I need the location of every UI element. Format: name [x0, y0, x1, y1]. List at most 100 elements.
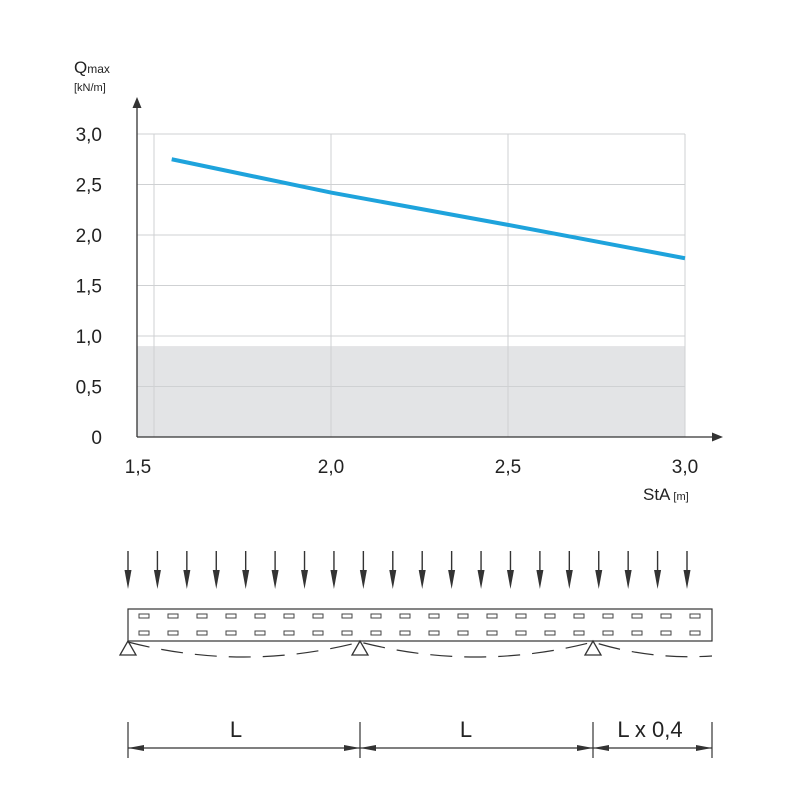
beam-slot [312, 630, 324, 636]
load-arrow-16 [595, 551, 603, 589]
series-line-0 [171, 157, 686, 261]
x-tick-label-2: 2,5 [495, 457, 521, 478]
load-arrow-9 [389, 551, 397, 589]
beam-slot [370, 613, 382, 619]
load-arrow-head [418, 570, 426, 589]
load-arrow-head [595, 570, 603, 589]
load-arrow-head [624, 570, 632, 589]
beam-slot [283, 630, 295, 636]
load-arrow-head [536, 570, 544, 589]
load-arrow-10 [418, 551, 426, 589]
support-2 [583, 639, 603, 656]
load-arrow-head [448, 570, 456, 589]
beam-slot [544, 613, 556, 619]
y-axis-label-sub: max [87, 62, 110, 76]
load-arrow-head [654, 570, 662, 589]
beam-slot [486, 613, 498, 619]
x-tick-label-0: 1,5 [125, 457, 151, 478]
beam-slot [312, 613, 324, 619]
span-label-2: L [460, 717, 472, 742]
x-tick-labels: 1,5 2,0 2,5 3,0 [125, 457, 698, 478]
load-arrow-8 [359, 551, 367, 589]
load-arrow-13 [506, 551, 514, 589]
load-arrow-head [565, 570, 573, 589]
load-arrow-14 [536, 551, 544, 589]
load-arrow-18 [654, 551, 662, 589]
beam-slot [370, 630, 382, 636]
shaded-band [137, 346, 685, 437]
beam-slot [515, 630, 527, 636]
support-0 [118, 639, 138, 656]
span-label-1: L [230, 717, 242, 742]
load-arrow-head [330, 570, 338, 589]
load-arrow-4 [242, 551, 250, 589]
beam-slot [631, 613, 643, 619]
dim-arrow-1b [577, 745, 593, 751]
y-axis-label: Qmax [74, 58, 110, 77]
beam-slot [167, 613, 179, 619]
load-arrow-15 [565, 551, 573, 589]
load-arrow-head [506, 570, 514, 589]
load-arrow-head [153, 570, 161, 589]
x-axis-unit: [m] [673, 491, 688, 503]
load-arrow-head [389, 570, 397, 589]
dimension-lines [127, 722, 713, 758]
beam-slot [341, 630, 353, 636]
y-tick-label-3: 1,5 [76, 277, 102, 298]
load-arrow-head [183, 570, 191, 589]
y-tick-label-4: 2,0 [76, 226, 102, 247]
load-arrow-19 [683, 551, 691, 589]
beam-slot [428, 613, 440, 619]
x-tick-label-3: 3,0 [672, 457, 698, 478]
load-arrow-head [477, 570, 485, 589]
beam-slot [660, 613, 672, 619]
load-arrow-head [301, 570, 309, 589]
y-axis-label-main: Q [74, 58, 87, 77]
y-tick-label-0: 0 [91, 428, 102, 449]
beam-slot [457, 630, 469, 636]
x-axis-arrow [712, 432, 723, 442]
beam-slot [428, 630, 440, 636]
y-tick-label-6: 3,0 [76, 125, 102, 146]
beam-slot [196, 613, 208, 619]
x-tick-label-1: 2,0 [318, 457, 344, 478]
beam-slot [573, 613, 585, 619]
beam-slot [225, 630, 237, 636]
dim-arrow-0a [128, 745, 144, 751]
beam-perforations [138, 613, 701, 636]
y-tick-label-2: 1,0 [76, 327, 102, 348]
beam-slot [167, 630, 179, 636]
deflection-line [127, 641, 713, 658]
load-arrow-17 [624, 551, 632, 589]
load-arrow-head [242, 570, 250, 589]
beam-slot [399, 630, 411, 636]
y-tick-labels: 0 0,5 1,0 1,5 2,0 2,5 3,0 [76, 125, 102, 449]
supports [118, 639, 603, 656]
load-arrow-head [683, 570, 691, 589]
load-arrow-5 [271, 551, 279, 589]
load-arrow-1 [153, 551, 161, 589]
beam-slot [602, 630, 614, 636]
beam-slot [660, 630, 672, 636]
load-arrow-head [124, 570, 132, 589]
dim-arrow-2b [696, 745, 712, 751]
beam-slot [544, 630, 556, 636]
beam-slot [631, 630, 643, 636]
load-arrow-head [359, 570, 367, 589]
beam-slot [225, 613, 237, 619]
x-axis-label: StA [m] [643, 485, 689, 504]
y-axis-unit: [kN/m] [74, 82, 106, 94]
beam-slot [254, 630, 266, 636]
load-arrow-2 [183, 551, 191, 589]
beam-slot [602, 613, 614, 619]
line-chart: 0 0,5 1,0 1,5 2,0 2,5 3,0 1,5 2,0 2,5 3,0 Qmax [k… [74, 58, 723, 504]
beam-slot [254, 613, 266, 619]
dim-arrow-0b [344, 745, 360, 751]
beam-slot [399, 613, 411, 619]
beam-slot [486, 630, 498, 636]
beam-diagram: L L L x 0,4 [118, 551, 713, 758]
beam [127, 608, 713, 642]
beam-slot [341, 613, 353, 619]
load-arrow-head [212, 570, 220, 589]
